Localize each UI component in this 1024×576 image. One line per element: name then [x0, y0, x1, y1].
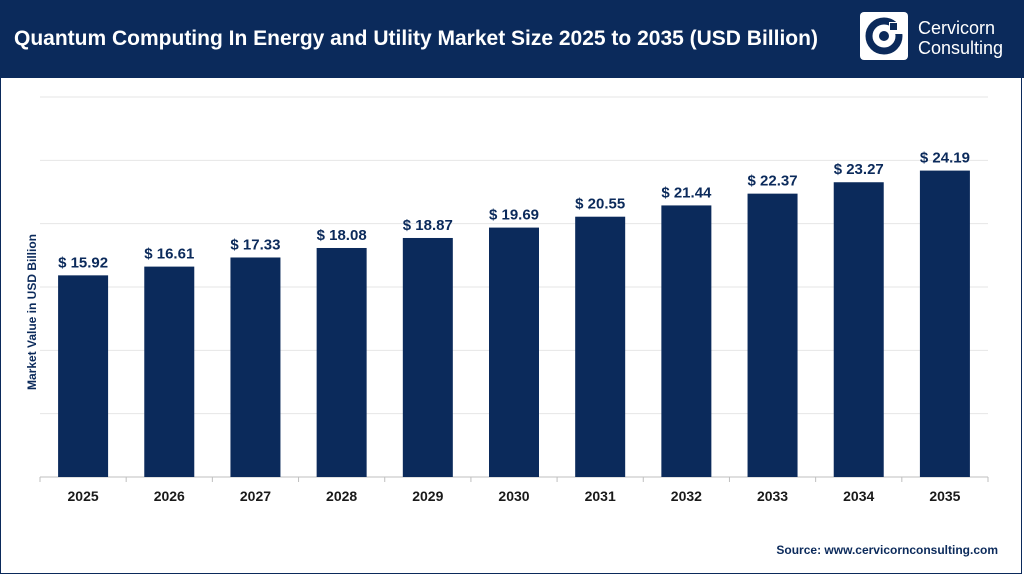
bar-2035: [919, 170, 970, 478]
x-tick-label-2028: 2028: [326, 488, 357, 504]
data-label-2032: $ 21.44: [661, 184, 712, 201]
x-tick-label-2032: 2032: [671, 488, 702, 504]
x-tick-label-2034: 2034: [843, 488, 874, 504]
brand-logo: Cervicorn Consulting: [860, 12, 1020, 68]
data-label-2035: $ 24.19: [920, 150, 970, 167]
x-tick-label-2030: 2030: [498, 488, 529, 504]
bar-2030: [489, 227, 539, 477]
data-label-2026: $ 16.61: [144, 246, 194, 263]
chart-title: Quantum Computing In Energy and Utility …: [14, 27, 818, 50]
data-label-2027: $ 17.33: [230, 236, 280, 253]
logo-line1: Cervicorn: [918, 18, 996, 38]
bar-2025: [58, 275, 109, 477]
bar-2029: [402, 237, 453, 477]
bar-2033: [747, 193, 798, 477]
x-tick-label-2035: 2035: [929, 488, 960, 504]
header-banner: Quantum Computing In Energy and Utility …: [0, 0, 1024, 78]
x-tick-label-2025: 2025: [68, 488, 99, 504]
x-tick-label-2031: 2031: [585, 488, 616, 504]
logo-line2: Consulting: [918, 38, 1004, 58]
data-label-2030: $ 19.69: [489, 207, 539, 224]
bar-2027: [230, 257, 281, 477]
data-label-2034: $ 23.27: [834, 161, 884, 178]
bar-2026: [144, 266, 195, 477]
bar-2031: [575, 216, 626, 477]
source-note: Source: www.cervicornconsulting.com: [776, 543, 998, 557]
x-tick-label-2026: 2026: [154, 488, 185, 504]
x-tick-label-2033: 2033: [757, 488, 788, 504]
data-label-2028: $ 18.08: [317, 227, 367, 244]
logo-text: Cervicorn Consulting: [918, 18, 1003, 58]
data-label-2033: $ 22.37: [748, 173, 798, 190]
data-label-2029: $ 18.87: [403, 217, 453, 234]
bar-2034: [833, 182, 884, 477]
bar-2032: [661, 205, 712, 477]
logo-icon: [860, 12, 908, 60]
y-axis-label: Market Value in USD Billion: [25, 233, 39, 391]
data-label-2031: $ 20.55: [575, 196, 625, 213]
x-tick-label-2027: 2027: [240, 488, 271, 504]
x-tick-label-2029: 2029: [412, 488, 443, 504]
data-label-2025: $ 15.92: [58, 254, 108, 271]
bar-2028: [316, 247, 367, 477]
